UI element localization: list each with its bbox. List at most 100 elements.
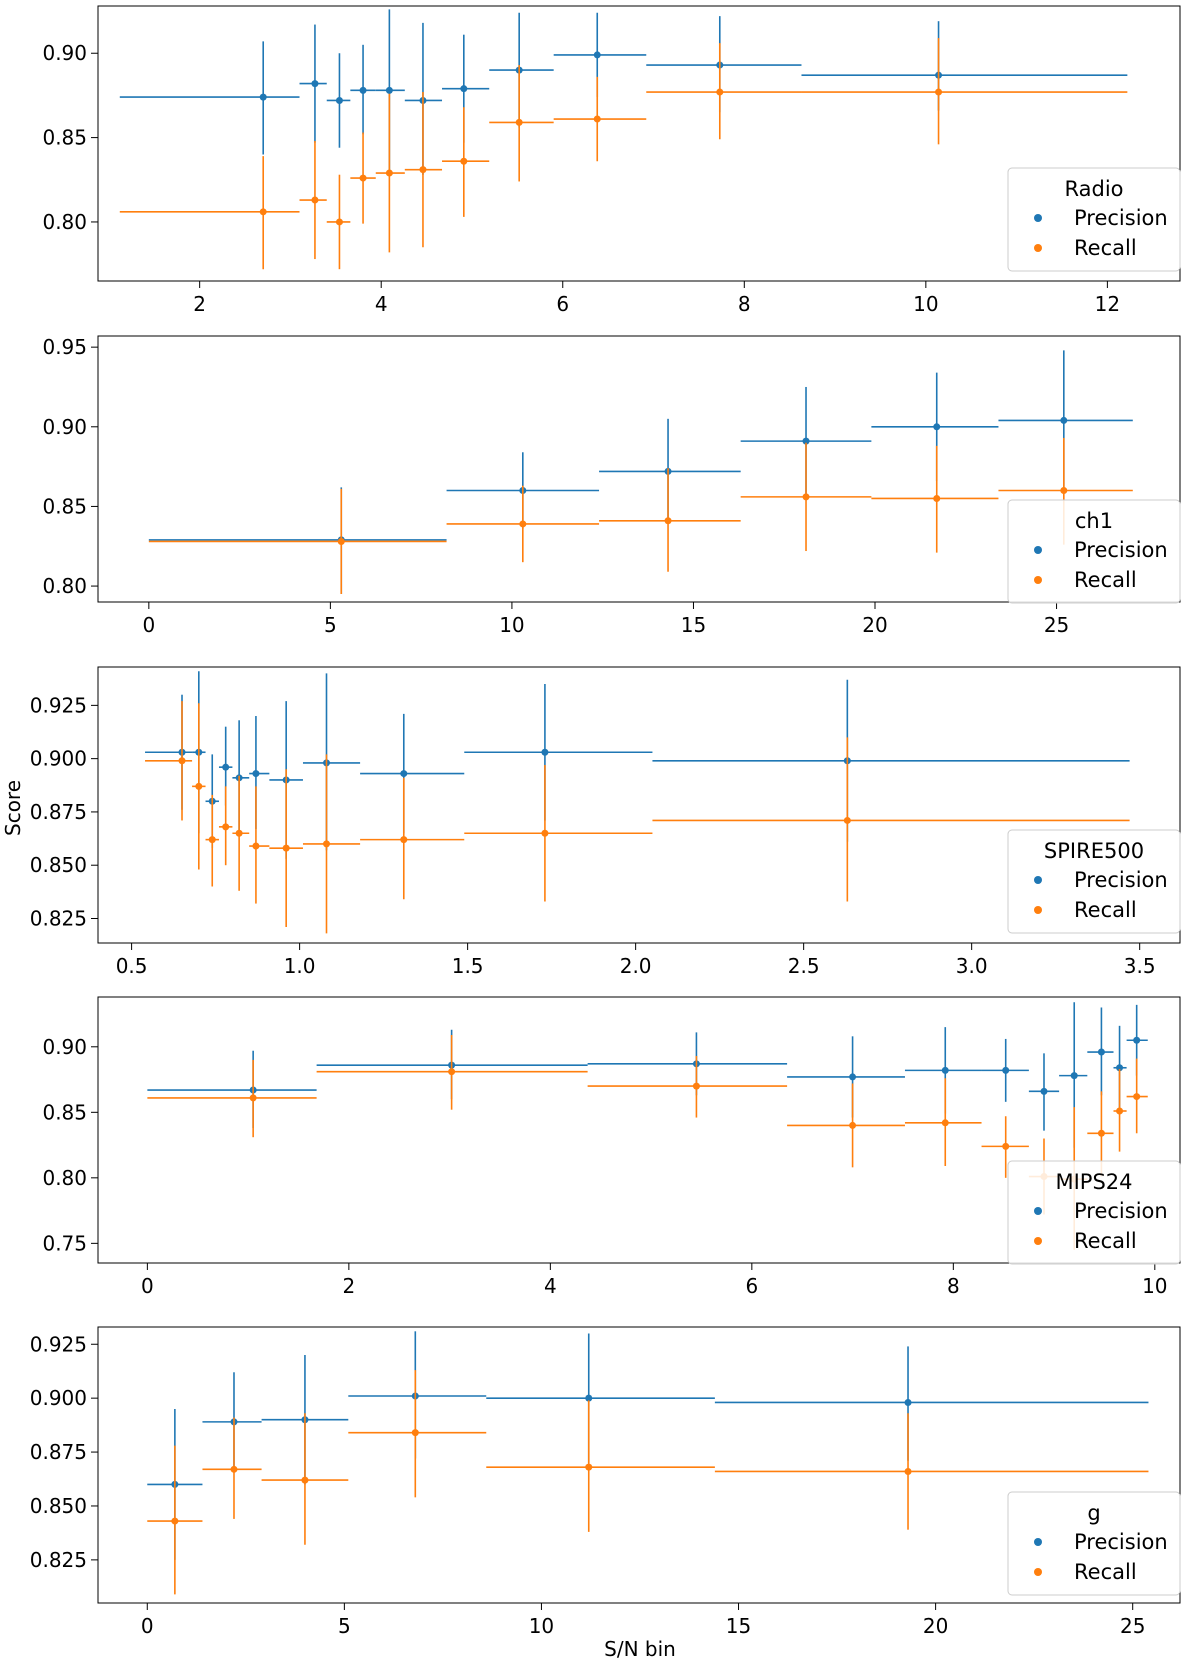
legend: Radio Precision Recall bbox=[1007, 167, 1181, 272]
series-recall bbox=[148, 437, 1133, 595]
data-point bbox=[1002, 1142, 1010, 1150]
x-tick-label: 1.0 bbox=[284, 954, 316, 978]
series-recall bbox=[119, 38, 1128, 270]
y-tick-label: 0.850 bbox=[30, 1494, 87, 1518]
data-point bbox=[311, 196, 319, 204]
x-tick-label: 6 bbox=[556, 292, 569, 316]
series-precision bbox=[145, 671, 1130, 859]
data-point bbox=[359, 174, 367, 182]
y-tick-label: 0.900 bbox=[30, 747, 87, 771]
y-tick-label: 0.80 bbox=[42, 1166, 87, 1190]
legend-marker-recall bbox=[1034, 576, 1042, 584]
data-point bbox=[335, 96, 343, 104]
y-tick-label: 0.825 bbox=[30, 1548, 87, 1572]
legend-label-precision: Precision bbox=[1074, 1199, 1168, 1223]
data-point bbox=[802, 493, 810, 501]
legend-title: SPIRE500 bbox=[1044, 839, 1144, 863]
legend-label-precision: Precision bbox=[1074, 868, 1168, 892]
data-point bbox=[311, 80, 319, 88]
legend: g Precision Recall bbox=[1007, 1491, 1181, 1596]
legend-marker-precision bbox=[1034, 214, 1042, 222]
data-point bbox=[1040, 1087, 1048, 1095]
series-precision bbox=[148, 350, 1133, 595]
data-point bbox=[301, 1476, 309, 1484]
legend-label-recall: Recall bbox=[1074, 898, 1137, 922]
axes-frame bbox=[97, 1326, 1181, 1604]
data-point bbox=[941, 1119, 949, 1127]
data-point bbox=[259, 208, 267, 216]
legend-title: g bbox=[1087, 1501, 1100, 1525]
legend-marker-precision bbox=[1034, 1207, 1042, 1215]
y-tick-label: 0.80 bbox=[42, 574, 87, 598]
legend-label-recall: Recall bbox=[1074, 568, 1137, 592]
legend-marker-recall bbox=[1034, 1568, 1042, 1576]
data-point bbox=[935, 88, 943, 96]
y-tick-label: 0.85 bbox=[42, 126, 87, 150]
data-point bbox=[222, 823, 230, 831]
x-tick-label: 10 bbox=[913, 292, 938, 316]
data-point bbox=[259, 93, 267, 101]
x-tick-label: 6 bbox=[745, 1274, 758, 1298]
x-tick-label: 15 bbox=[681, 613, 706, 637]
data-layer bbox=[147, 1002, 1148, 1250]
x-tick-label: 25 bbox=[1120, 1614, 1145, 1638]
data-layer bbox=[148, 350, 1133, 595]
legend-label-precision: Precision bbox=[1074, 1530, 1168, 1554]
data-point bbox=[385, 169, 393, 177]
data-point bbox=[585, 1394, 593, 1402]
y-tick-label: 0.850 bbox=[30, 853, 87, 877]
x-tick-label: 4 bbox=[375, 292, 388, 316]
chart-panel-3: 0.5 1.0 1.5 2.0 2.5 3.0 3.5 0.825 0.850 0.875 0.90… bbox=[30, 666, 1181, 978]
axes-frame bbox=[97, 335, 1181, 603]
data-point bbox=[400, 836, 408, 844]
legend-box bbox=[1007, 1160, 1181, 1265]
data-point bbox=[593, 51, 601, 59]
x-tick-label: 10 bbox=[1142, 1274, 1167, 1298]
y-tick-label: 0.900 bbox=[30, 1386, 87, 1410]
y-axis-label: Score bbox=[1, 780, 25, 836]
x-tick-label: 5 bbox=[338, 1614, 351, 1638]
chart-panel-4: 0 2 4 6 8 10 0.75 0.80 0.85 0.90 MIPS24 Precision Re… bbox=[42, 996, 1181, 1298]
series-recall bbox=[145, 701, 1130, 934]
legend-marker-recall bbox=[1034, 906, 1042, 914]
y-tick-label: 0.90 bbox=[42, 415, 87, 439]
data-point bbox=[249, 1094, 257, 1102]
series-precision bbox=[147, 1331, 1149, 1560]
data-point bbox=[337, 537, 345, 545]
data-point bbox=[1097, 1048, 1105, 1056]
x-tick-label: 15 bbox=[726, 1614, 751, 1638]
data-point bbox=[178, 757, 186, 765]
x-tick-label: 2 bbox=[193, 292, 206, 316]
x-tick-label: 2.0 bbox=[620, 954, 652, 978]
legend-label-recall: Recall bbox=[1074, 1229, 1137, 1253]
data-point bbox=[460, 85, 468, 93]
legend-box bbox=[1007, 499, 1181, 604]
chart-panel-5: 0 5 10 15 20 25 0.825 0.850 0.875 0.900 0.925 g Prec… bbox=[30, 1326, 1181, 1638]
x-tick-label: 5 bbox=[324, 613, 337, 637]
legend-title: ch1 bbox=[1075, 509, 1113, 533]
x-tick-label: 12 bbox=[1095, 292, 1120, 316]
data-point bbox=[222, 763, 230, 771]
data-point bbox=[195, 782, 203, 790]
chart-panel-2: 0 5 10 15 20 25 0.80 0.85 0.90 0.95 ch1 Precision Re… bbox=[42, 335, 1181, 637]
data-point bbox=[460, 157, 468, 165]
legend-label-precision: Precision bbox=[1074, 206, 1168, 230]
x-tick-label: 10 bbox=[529, 1614, 554, 1638]
x-axis-label: S/N bin bbox=[604, 1637, 676, 1661]
x-tick-label: 0 bbox=[141, 1614, 154, 1638]
x-tick-label: 3.5 bbox=[1124, 954, 1156, 978]
x-tick-label: 8 bbox=[947, 1274, 960, 1298]
y-tick-label: 0.80 bbox=[42, 210, 87, 234]
y-tick-label: 0.75 bbox=[42, 1231, 87, 1255]
data-layer bbox=[145, 671, 1130, 934]
y-tick-label: 0.95 bbox=[42, 335, 87, 359]
axes-frame bbox=[97, 5, 1181, 282]
data-point bbox=[359, 86, 367, 94]
series-recall bbox=[147, 1370, 1149, 1595]
data-point bbox=[515, 118, 523, 126]
legend-marker-recall bbox=[1034, 1237, 1042, 1245]
data-point bbox=[1116, 1064, 1124, 1072]
data-point bbox=[419, 166, 427, 174]
data-point bbox=[541, 748, 549, 756]
